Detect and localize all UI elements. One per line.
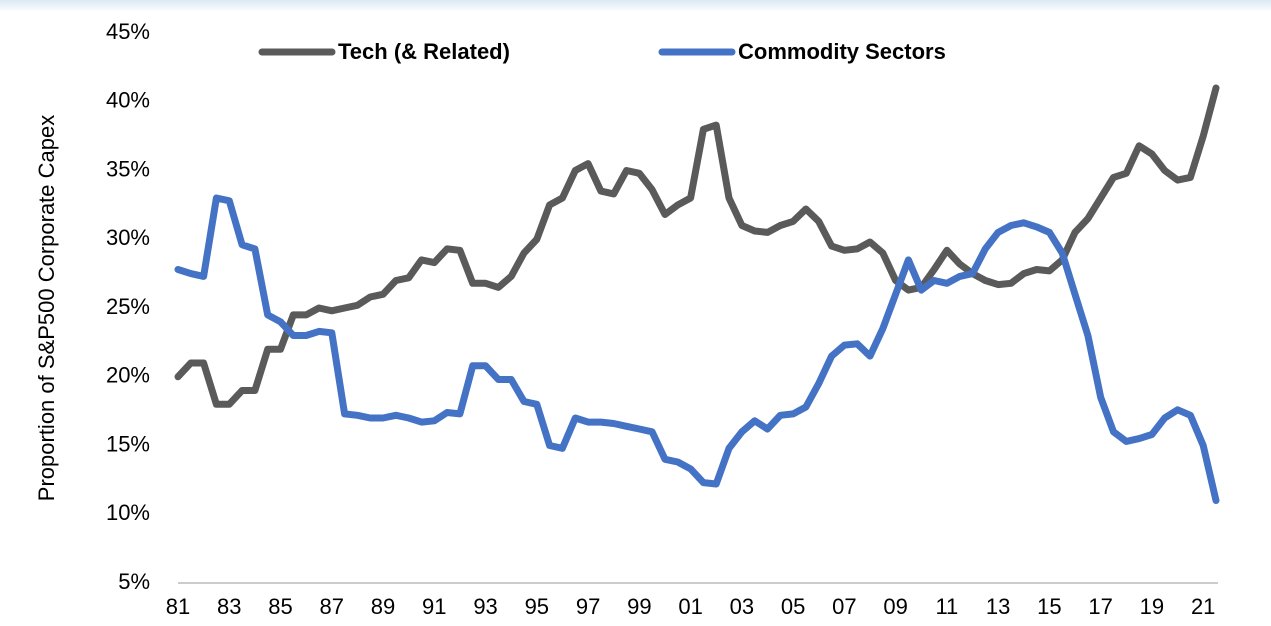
y-tick-label: 15% [106, 431, 150, 456]
x-tick-label: 83 [217, 594, 241, 619]
x-tick-label: 91 [422, 594, 446, 619]
y-axis-title: Proportion of S&P500 Corporate Capex [34, 115, 59, 501]
x-tick-label: 09 [883, 594, 907, 619]
y-tick-label: 35% [106, 156, 150, 181]
series-line [174, 84, 1220, 408]
x-tick-label: 19 [1140, 594, 1164, 619]
y-tick-label: 40% [106, 88, 150, 113]
y-tick-label: 25% [106, 294, 150, 319]
x-tick-label: 01 [678, 594, 702, 619]
x-tick-label: 85 [268, 594, 292, 619]
y-tick-label: 45% [106, 19, 150, 44]
x-tick-label: 17 [1088, 594, 1112, 619]
x-tick-label: 05 [781, 594, 805, 619]
x-tick-label: 81 [166, 594, 190, 619]
y-tick-label: 20% [106, 363, 150, 388]
x-tick-label: 15 [1037, 594, 1061, 619]
x-tick-label: 97 [576, 594, 600, 619]
x-tick-label: 07 [832, 594, 856, 619]
x-tick-label: 93 [473, 594, 497, 619]
y-tick-label: 30% [106, 225, 150, 250]
x-tick-label: 13 [986, 594, 1010, 619]
legend-label: Tech (& Related) [338, 39, 510, 64]
x-tick-label: 21 [1191, 594, 1215, 619]
x-tick-label: 99 [627, 594, 651, 619]
x-tick-label: 87 [320, 594, 344, 619]
y-tick-label: 5% [118, 569, 150, 594]
y-tick-label: 10% [106, 500, 150, 525]
x-tick-label: 03 [730, 594, 754, 619]
x-tick-label: 89 [371, 594, 395, 619]
series-line [174, 194, 1220, 504]
legend-label: Commodity Sectors [738, 39, 946, 64]
x-tick-label: 11 [935, 594, 958, 619]
x-tick-label: 95 [525, 594, 549, 619]
